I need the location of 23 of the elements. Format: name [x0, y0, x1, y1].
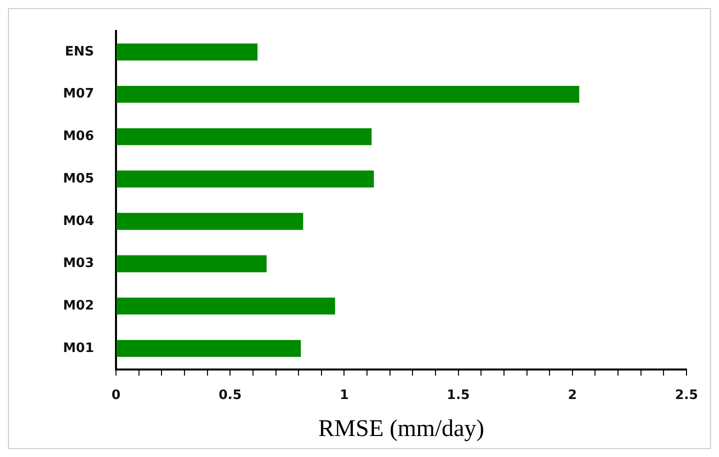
- y-tick-label: M07: [62, 86, 94, 102]
- y-tick-label: M02: [62, 298, 94, 314]
- x-tick-label: 1: [340, 388, 349, 403]
- x-axis-title: RMSE (mm/day): [318, 416, 484, 442]
- x-tick-label: 1.5: [446, 388, 470, 403]
- bar: [116, 44, 258, 60]
- bar: [116, 86, 580, 103]
- bar: [116, 340, 301, 357]
- y-tick-label: ENS: [64, 44, 94, 60]
- y-tick-label: M06: [62, 129, 94, 144]
- x-tick-label: 2: [568, 388, 577, 403]
- y-tick-label: M04: [62, 214, 94, 229]
- bar: [116, 128, 372, 146]
- x-tick-label: 2.5: [674, 388, 698, 403]
- x-tick-label: 0.5: [218, 388, 242, 403]
- bar: [116, 212, 304, 230]
- y-tick-label: M05: [62, 171, 94, 186]
- y-tick-label: M03: [62, 256, 94, 272]
- y-tick-label: M01: [62, 340, 94, 356]
- bar: [116, 170, 374, 188]
- bar: [116, 298, 336, 315]
- bar: [116, 255, 267, 272]
- x-tick-label: 0: [112, 388, 121, 403]
